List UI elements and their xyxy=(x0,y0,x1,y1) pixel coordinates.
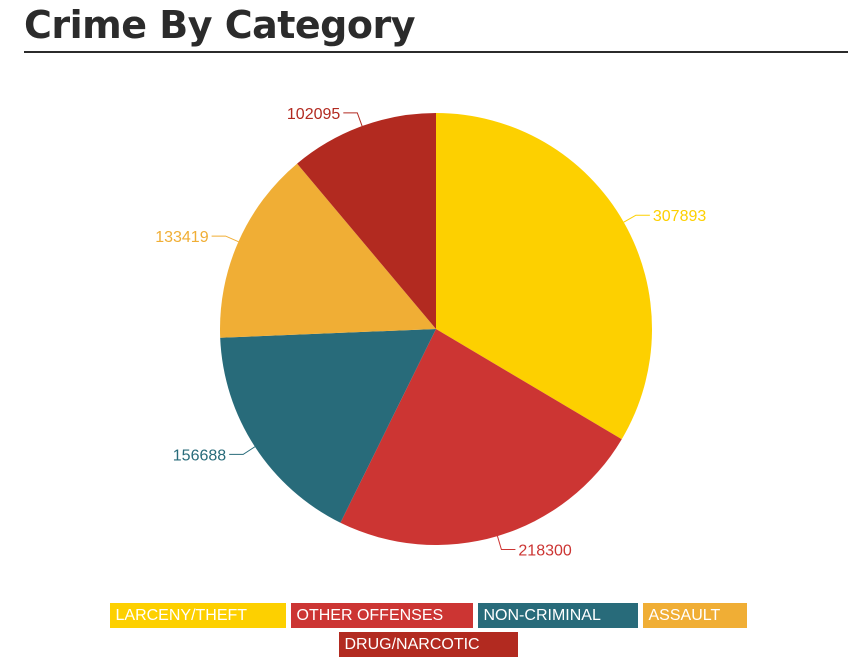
leader-line-other-offenses xyxy=(496,535,516,551)
value-label-non-criminal: 156688 xyxy=(173,447,226,464)
legend-row-1: LARCENY/THEFT OTHER OFFENSES NON-CRIMINA… xyxy=(0,603,856,628)
pie-slice-other-offenses[interactable] xyxy=(340,329,622,545)
value-label-larceny-theft: 307893 xyxy=(653,208,706,225)
page-title: Crime By Category xyxy=(24,3,416,47)
leader-line-drug-narcotic xyxy=(343,112,363,127)
title-divider xyxy=(24,51,848,53)
legend-item-larceny-theft[interactable]: LARCENY/THEFT xyxy=(109,603,286,628)
legend-item-other-offenses[interactable]: OTHER OFFENSES xyxy=(290,603,473,628)
legend-item-assault[interactable]: ASSAULT xyxy=(642,603,747,628)
pie-slices xyxy=(219,113,652,545)
value-label-drug-narcotic: 102095 xyxy=(287,106,340,123)
pie-slice-assault[interactable] xyxy=(219,163,436,338)
pie-leader-lines xyxy=(211,112,650,551)
value-label-assault: 133419 xyxy=(155,229,208,246)
pie-chart: 307893 218300 156688 133419 102095 xyxy=(155,106,706,560)
pie-slice-larceny-theft[interactable] xyxy=(436,113,652,440)
chart-legend: LARCENY/THEFT OTHER OFFENSES NON-CRIMINA… xyxy=(0,603,856,661)
leader-line-larceny-theft xyxy=(623,214,650,223)
value-label-other-offenses: 218300 xyxy=(518,543,571,560)
legend-item-drug-narcotic[interactable]: DRUG/NARCOTIC xyxy=(338,632,518,657)
legend-row-2: DRUG/NARCOTIC xyxy=(0,632,856,657)
pie-value-labels: 307893 218300 156688 133419 102095 xyxy=(155,106,706,560)
pie-slice-non-criminal[interactable] xyxy=(220,329,436,523)
leader-line-non-criminal xyxy=(229,446,256,455)
pie-slice-drug-narcotic[interactable] xyxy=(297,113,436,329)
leader-line-assault xyxy=(211,235,239,243)
legend-item-non-criminal[interactable]: NON-CRIMINAL xyxy=(477,603,638,628)
